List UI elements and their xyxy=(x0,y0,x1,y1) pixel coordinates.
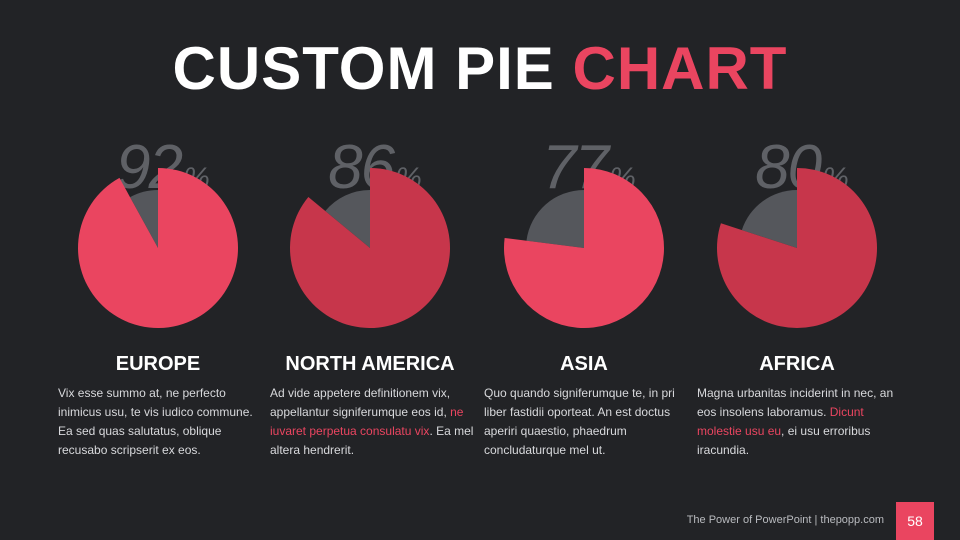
region-name: AFRICA xyxy=(759,353,835,375)
desc-text-1: Quo quando signiferumque te, in pri libe… xyxy=(484,386,675,457)
pie-chart-europe xyxy=(78,168,239,328)
pie-chart-north-america xyxy=(290,168,451,328)
desc-text-2: , ei usu erroribus iracundia. xyxy=(697,424,871,457)
page-number: 58 xyxy=(896,502,934,540)
desc-highlight: ne iuvaret perpetua consulatu vix xyxy=(270,405,464,438)
region-column-asia: 77% ASIA Quo quando signiferumque te, in… xyxy=(484,130,694,470)
region-description: Magna urbanitas inciderint in nec, an eo… xyxy=(697,384,902,460)
region-description: Ad vide appetere definitionem vix, appel… xyxy=(270,384,475,460)
pie-chart-asia xyxy=(503,168,664,328)
region-description: Vix esse summo at, ne perfecto inimicus … xyxy=(58,384,263,460)
pie-slice-value xyxy=(78,168,239,328)
pie-slice-value xyxy=(717,168,878,328)
desc-highlight: Dicunt molestie usu eu xyxy=(697,405,864,438)
region-column-africa: 80% AFRICA Magna urbanitas inciderint in… xyxy=(697,130,907,470)
pie-slice-remainder xyxy=(325,190,370,248)
region-name: NORTH AMERICA xyxy=(285,353,455,375)
pie-slice-remainder xyxy=(526,190,584,248)
pie-slice-value xyxy=(290,168,451,328)
region-name: EUROPE xyxy=(115,353,201,375)
footer-text: The Power of PowerPoint | thepopp.com xyxy=(686,514,884,526)
pie-slice-value xyxy=(503,168,664,328)
region-name: ASIA xyxy=(560,353,608,375)
title-part-1: CUSTOM PIE xyxy=(172,35,555,102)
pie-slice-remainder xyxy=(130,190,158,248)
desc-text-1: Vix esse summo at, ne perfecto inimicus … xyxy=(58,386,253,457)
slide-title: CUSTOM PIE CHART xyxy=(0,33,960,105)
pie-slice-remainder xyxy=(741,190,797,248)
region-column-north-america: 86% NORTH AMERICA Ad vide appetere defin… xyxy=(270,130,480,470)
pie-chart-africa xyxy=(717,168,878,328)
desc-text-1: Magna urbanitas inciderint in nec, an eo… xyxy=(697,386,894,419)
region-column-europe: 92% EUROPE Vix esse summo at, ne perfect… xyxy=(58,130,268,470)
desc-text-1: Ad vide appetere definitionem vix, appel… xyxy=(270,386,451,419)
region-description: Quo quando signiferumque te, in pri libe… xyxy=(484,384,689,460)
desc-text-2: . Ea mel altera hendrerit. xyxy=(270,424,474,457)
title-part-2: CHART xyxy=(572,35,788,102)
